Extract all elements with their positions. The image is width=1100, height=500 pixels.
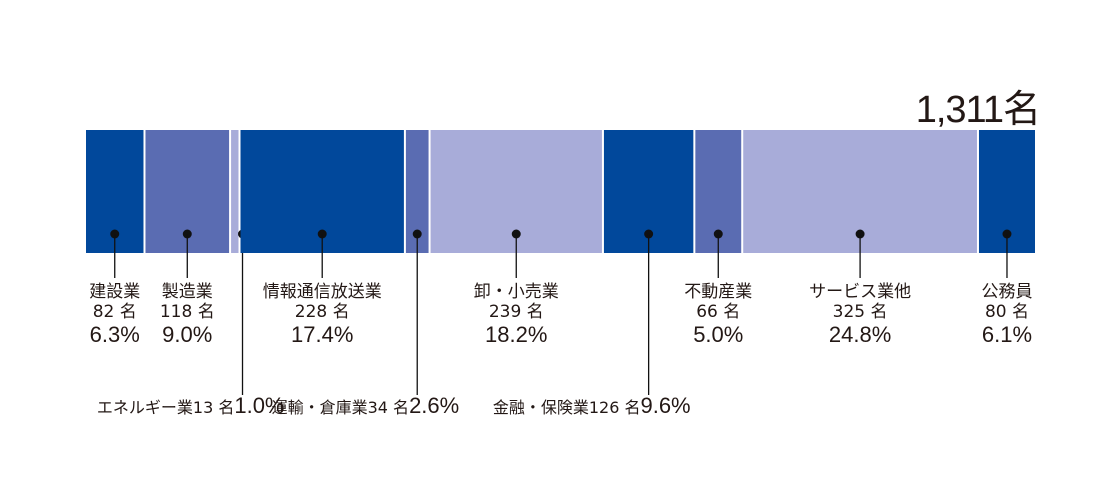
segment-label-1: 建設業 82 名 6.3% xyxy=(89,282,140,348)
segment-name: 公務員 xyxy=(981,282,1033,302)
segment-name: 運輸・倉庫業 xyxy=(271,398,368,417)
segment-percent: 5.0% xyxy=(693,322,744,348)
segment-label-8: 不動産業 66 名 5.0% xyxy=(684,282,752,348)
segment-count: 13 名 xyxy=(192,398,235,417)
segment-name: 製造業 xyxy=(161,282,213,302)
segment-name: エネルギー業 xyxy=(96,398,193,417)
segment-name: 情報通信放送業 xyxy=(262,282,382,302)
segment-count: 239 名 xyxy=(488,302,544,323)
segment-count: 118 名 xyxy=(159,302,215,323)
segment-count: 228 名 xyxy=(294,302,350,323)
segment-count: 82 名 xyxy=(92,302,137,323)
segment-label-7: 金融・保険業126 名9.6% xyxy=(493,393,691,419)
segment-percent: 18.2% xyxy=(485,322,548,348)
segment-label-2: 製造業 118 名 9.0% xyxy=(160,282,215,348)
segment-name: 卸・小売業 xyxy=(473,282,559,302)
bar-segment-5 xyxy=(405,130,429,253)
segment-percent: 9.0% xyxy=(162,322,213,348)
segment-percent: 6.1% xyxy=(981,322,1033,348)
segment-label-6: 卸・小売業 239 名 18.2% xyxy=(474,282,559,348)
segment-count: 80 名 xyxy=(984,302,1029,323)
segment-label-9: サービス業他 325 名 24.8% xyxy=(809,282,911,348)
segment-count: 325 名 xyxy=(832,302,888,323)
segment-percent: 9.6% xyxy=(640,393,691,418)
bar-segment-3 xyxy=(231,130,239,253)
segment-count: 126 名 xyxy=(588,398,641,417)
segment-count: 66 名 xyxy=(696,302,741,323)
segment-label-10: 公務員 80 名 6.1% xyxy=(981,282,1032,348)
segment-name: 金融・保険業 xyxy=(492,398,589,417)
segment-count: 34 名 xyxy=(367,398,410,417)
segment-percent: 2.6% xyxy=(409,393,460,418)
segment-name: 不動産業 xyxy=(684,282,753,302)
total-label: 1,311名 xyxy=(915,89,1041,131)
segment-percent: 6.3% xyxy=(89,322,140,348)
segment-percent: 17.4% xyxy=(291,322,354,348)
segment-label-5: 運輸・倉庫業34 名2.6% xyxy=(272,393,460,419)
segment-name: サービス業他 xyxy=(809,282,912,302)
segment-percent: 24.8% xyxy=(828,322,892,348)
segment-label-3: エネルギー業13 名1.0% xyxy=(97,393,285,419)
segment-label-4: 情報通信放送業 228 名 17.4% xyxy=(263,282,382,348)
segment-name: 建設業 xyxy=(89,282,141,302)
segment-percent: 1.0% xyxy=(234,393,285,418)
